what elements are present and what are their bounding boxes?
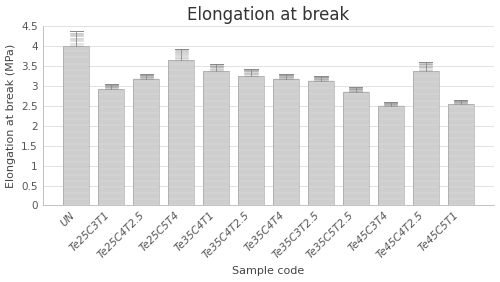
Bar [273,79,299,206]
Bar [63,46,90,206]
Bar [238,76,264,206]
Bar [308,81,334,206]
Bar [412,71,439,206]
Bar [308,81,334,206]
Bar [448,104,474,206]
Bar [203,71,229,206]
Bar [343,92,369,206]
Bar [378,106,404,206]
Bar [203,71,229,206]
Bar [378,106,404,206]
Bar [98,89,124,206]
Bar [273,79,299,206]
Title: Elongation at break: Elongation at break [188,6,350,24]
Bar [63,46,90,206]
Bar [168,60,194,206]
Bar [343,92,369,206]
Bar [133,79,160,206]
Bar [412,71,439,206]
Bar [98,89,124,206]
X-axis label: Sample code: Sample code [232,266,304,276]
Bar [238,76,264,206]
Bar [168,60,194,206]
Y-axis label: Elongation at break (MPa): Elongation at break (MPa) [6,44,16,188]
Bar [133,79,160,206]
Bar [448,104,474,206]
